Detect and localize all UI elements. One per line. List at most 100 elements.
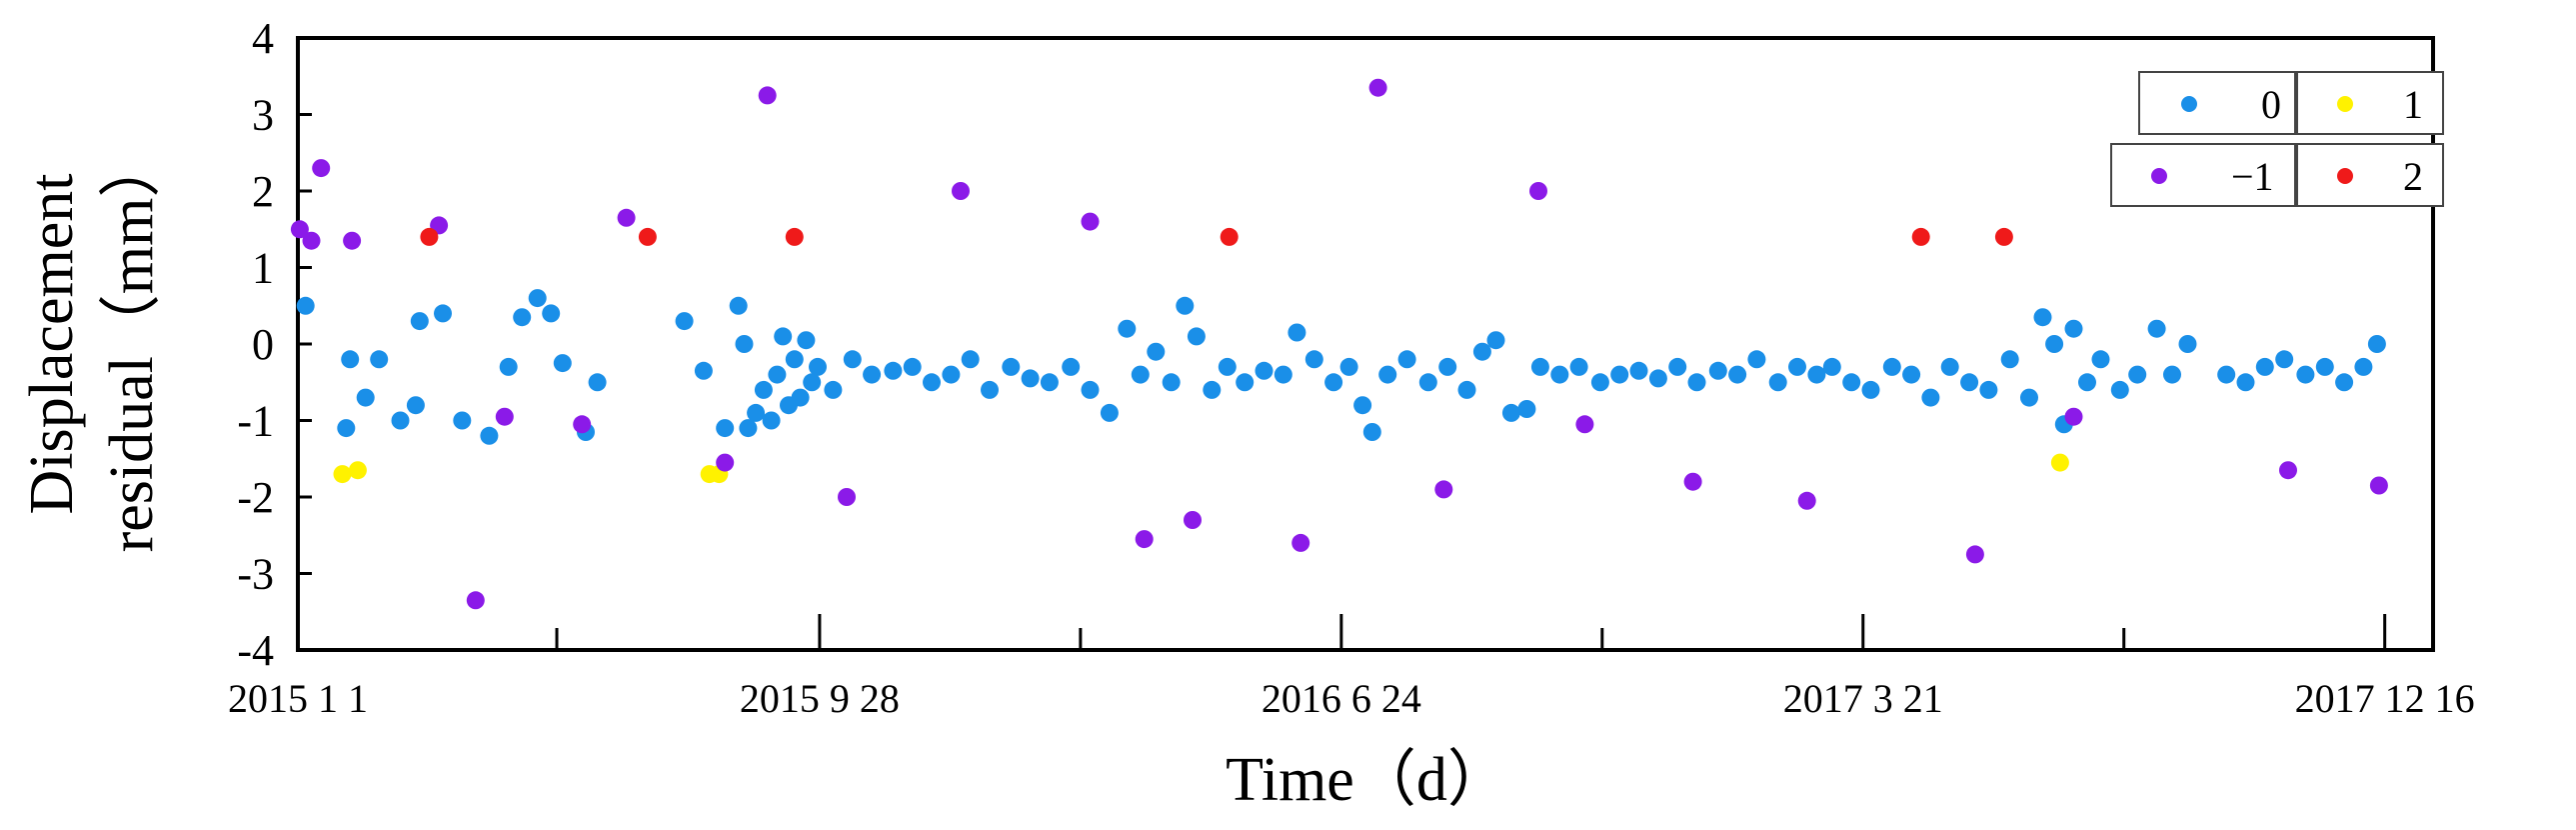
point-series-0-18	[675, 312, 694, 331]
point-series-0-96	[1921, 388, 1940, 407]
point-series-0-44	[1002, 357, 1021, 376]
point-series-0-62	[1304, 350, 1323, 369]
point-series-0-114	[2236, 373, 2255, 392]
point-series-0-79	[1590, 373, 1609, 392]
point-series-2-15	[1184, 511, 1202, 529]
point-series-0-94	[1882, 357, 1901, 376]
point-series-0-100	[2000, 350, 2019, 369]
point-series-0-69	[1418, 373, 1437, 392]
point-series-0-45	[1021, 369, 1040, 388]
point-series-0-92	[1842, 373, 1861, 392]
point-series-3-0	[420, 227, 439, 246]
y-tick-label-0: -4	[237, 626, 274, 675]
point-series-0-91	[1822, 357, 1841, 376]
point-series-0-102	[2033, 308, 2052, 327]
y-tick-label-8: 4	[252, 14, 274, 63]
point-series-0-97	[1940, 357, 1959, 376]
point-series-2-7	[573, 415, 592, 434]
point-series-3-2	[785, 227, 804, 246]
point-series-0-53	[1162, 373, 1181, 392]
point-series-0-25	[754, 380, 773, 399]
point-series-0-119	[2335, 373, 2354, 392]
point-series-0-112	[2178, 335, 2197, 353]
point-series-0-118	[2315, 357, 2334, 376]
point-series-0-36	[843, 350, 862, 369]
point-series-2-1	[302, 231, 321, 250]
point-series-0-13	[528, 289, 547, 308]
point-series-0-0	[296, 296, 315, 315]
point-series-0-27	[768, 365, 787, 384]
point-series-0-84	[1687, 373, 1706, 392]
point-series-0-3	[356, 388, 375, 407]
point-series-0-12	[513, 308, 532, 327]
plot-frame	[296, 36, 2435, 652]
point-series-2-6	[495, 407, 514, 426]
point-series-0-61	[1288, 323, 1306, 342]
point-series-3-1	[638, 227, 657, 246]
point-series-0-76	[1530, 357, 1549, 376]
point-series-0-105	[2064, 319, 2083, 338]
point-series-0-54	[1176, 296, 1195, 315]
point-series-0-56	[1203, 380, 1222, 399]
point-series-0-35	[824, 380, 843, 399]
point-series-0-47	[1062, 357, 1081, 376]
y-tick-label-2: -2	[237, 473, 274, 522]
point-series-2-10	[758, 86, 777, 105]
point-series-0-51	[1131, 365, 1150, 384]
point-series-0-41	[942, 365, 961, 384]
legend-label-2: −1	[2231, 154, 2274, 199]
legend-marker-2	[2151, 168, 2167, 184]
point-series-0-31	[791, 388, 810, 407]
point-series-0-87	[1747, 350, 1766, 369]
point-series-0-7	[410, 312, 429, 331]
point-series-2-17	[1368, 78, 1387, 97]
point-series-0-109	[2128, 365, 2147, 384]
point-series-0-21	[729, 296, 748, 315]
point-series-3-4	[1911, 227, 1930, 246]
point-series-0-99	[1979, 380, 1998, 399]
point-series-0-85	[1708, 361, 1727, 380]
point-series-0-63	[1324, 373, 1343, 392]
point-series-0-8	[434, 304, 452, 323]
point-series-2-20	[1575, 415, 1594, 434]
point-series-0-106	[2078, 373, 2096, 392]
point-series-0-68	[1397, 350, 1416, 369]
point-series-0-59	[1255, 361, 1274, 380]
point-series-0-80	[1610, 365, 1629, 384]
point-series-2-22	[1797, 491, 1816, 510]
point-series-0-48	[1081, 380, 1100, 399]
point-series-0-93	[1861, 380, 1880, 399]
point-series-0-70	[1438, 357, 1457, 376]
point-series-2-3	[343, 231, 362, 250]
point-series-0-2	[341, 350, 360, 369]
legend-label-1: 1	[2403, 82, 2423, 127]
point-series-2-19	[1529, 182, 1547, 200]
point-series-0-89	[1788, 357, 1806, 376]
point-series-0-10	[480, 426, 499, 445]
point-series-0-14	[542, 304, 561, 323]
point-series-0-19	[694, 361, 713, 380]
legend-label-0: 0	[2261, 82, 2281, 127]
y-axis-title-line-2: residual（mm）	[98, 136, 166, 553]
y-tick-label-5: 1	[252, 244, 274, 293]
point-series-0-32	[797, 331, 816, 350]
point-series-0-5	[391, 411, 410, 430]
point-series-2-16	[1291, 533, 1310, 552]
point-series-0-73	[1486, 331, 1505, 350]
y-tick-label-7: 3	[252, 91, 274, 140]
point-series-0-9	[453, 411, 472, 430]
point-series-0-113	[2217, 365, 2236, 384]
point-series-0-43	[981, 380, 999, 399]
point-series-1-0	[333, 465, 352, 484]
point-series-0-67	[1378, 365, 1397, 384]
point-series-0-86	[1728, 365, 1747, 384]
legend-box-3	[2296, 143, 2444, 207]
x-tick-label-2: 2016 6 24	[1262, 676, 1421, 721]
point-series-2-25	[2279, 461, 2297, 480]
legend-marker-0	[2181, 96, 2197, 112]
point-series-0-58	[1236, 373, 1255, 392]
point-series-0-37	[863, 365, 882, 384]
point-series-3-5	[1994, 227, 2013, 246]
y-tick-label-1: -3	[237, 550, 274, 599]
